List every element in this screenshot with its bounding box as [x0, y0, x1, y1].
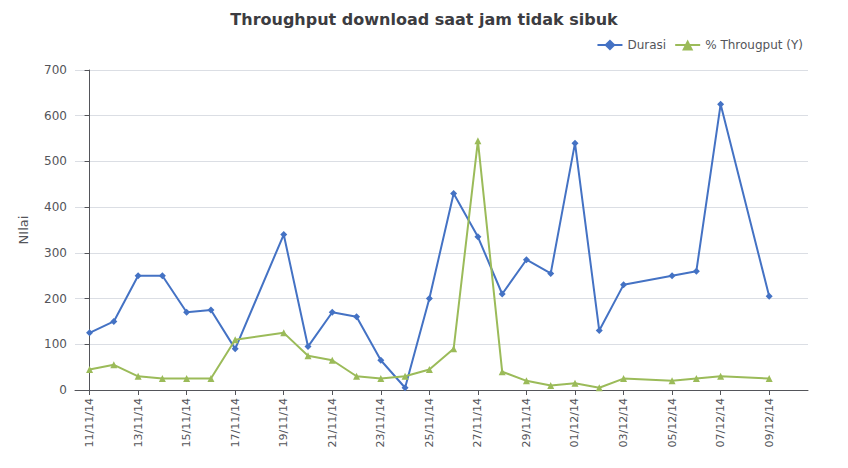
svg-text:Durasi: Durasi	[627, 38, 666, 52]
svg-text:700: 700	[44, 63, 67, 77]
svg-text:19/11/14: 19/11/14	[277, 398, 290, 447]
svg-text:27/11/14: 27/11/14	[471, 398, 484, 447]
svg-text:05/12/14: 05/12/14	[666, 398, 679, 447]
svg-text:200: 200	[44, 292, 67, 306]
svg-text:100: 100	[44, 337, 67, 351]
svg-text:NIlai: NIlai	[16, 216, 31, 245]
svg-text:% Througput (Y): % Througput (Y)	[705, 38, 803, 52]
svg-text:13/11/14: 13/11/14	[132, 398, 145, 447]
svg-text:25/11/14: 25/11/14	[423, 398, 436, 447]
svg-text:300: 300	[44, 246, 67, 260]
svg-text:09/12/14: 09/12/14	[763, 398, 776, 447]
svg-text:500: 500	[44, 154, 67, 168]
svg-text:17/11/14: 17/11/14	[229, 398, 242, 447]
svg-text:15/11/14: 15/11/14	[180, 398, 193, 447]
svg-text:23/11/14: 23/11/14	[374, 398, 387, 447]
svg-text:29/11/14: 29/11/14	[520, 398, 533, 447]
svg-text:01/12/14: 01/12/14	[568, 398, 581, 447]
svg-text:21/11/14: 21/11/14	[326, 398, 339, 447]
svg-text:Throughput download saat jam t: Throughput download saat jam tidak sibuk	[230, 10, 618, 29]
svg-text:0: 0	[59, 383, 67, 397]
svg-text:03/12/14: 03/12/14	[617, 398, 630, 447]
svg-text:11/11/14: 11/11/14	[83, 398, 96, 447]
svg-text:07/12/14: 07/12/14	[714, 398, 727, 447]
svg-text:600: 600	[44, 109, 67, 123]
svg-text:400: 400	[44, 200, 67, 214]
